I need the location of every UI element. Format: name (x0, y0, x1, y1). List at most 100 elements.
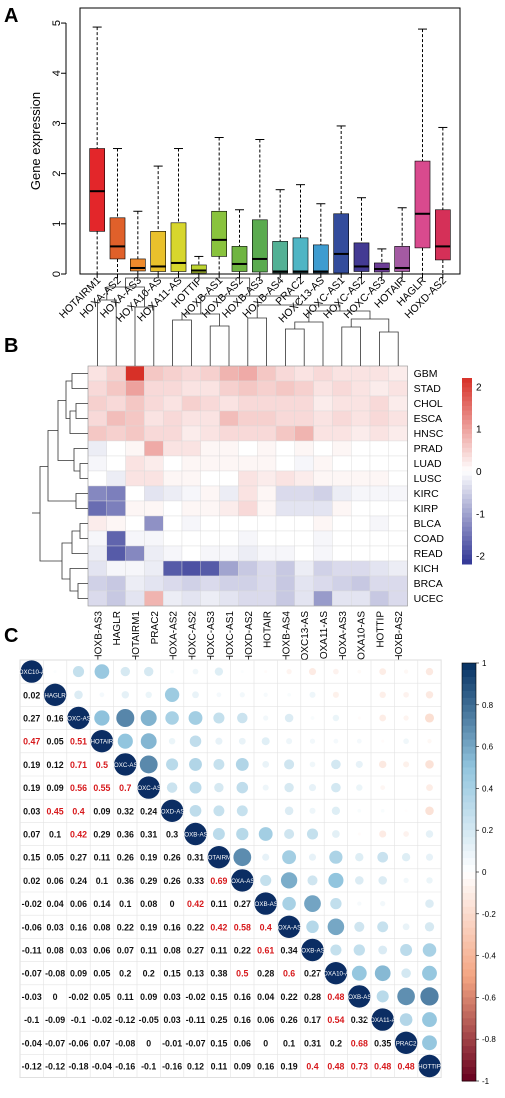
box-hoxa-as3 (130, 258, 146, 272)
column-dendrogram-branch (172, 319, 192, 366)
heatmap-panel: GBM STAD CHOL ESCA HNSC PRAD LUAD LUSC KIRC KIRP B… (32, 277, 485, 668)
column-label: HOXA11-AS (319, 611, 330, 667)
heatmap-cell (238, 485, 258, 502)
correlation-value: 0.04 (47, 899, 64, 909)
heatmap-cell (219, 380, 239, 397)
correlation-circle (422, 1012, 437, 1028)
row-label: COAD (414, 533, 445, 545)
correlation-value: 0.45 (47, 806, 64, 816)
correlation-circle (356, 738, 362, 744)
correlation-value: 0.13 (187, 969, 204, 979)
correlation-value: 0.69 (210, 876, 227, 886)
heatmap-cell (181, 425, 201, 442)
correlation-circle (140, 733, 157, 750)
legend-gradient-step (462, 1046, 476, 1054)
correlation-circle (377, 851, 389, 863)
correlation-circle (381, 739, 385, 743)
heatmap-cell (106, 470, 126, 487)
correlation-circle (379, 714, 387, 722)
heatmap-cell (162, 470, 183, 487)
correlation-circle (262, 853, 270, 861)
legend-gradient-step (462, 816, 476, 824)
row-dendrogram-branch (75, 493, 88, 509)
correlation-circle (424, 922, 435, 932)
legend-gradient-step (462, 669, 476, 678)
correlation-circle (233, 848, 252, 867)
correlation-circle (355, 853, 364, 862)
heatmap-cell (162, 455, 183, 472)
legend-gradient-step (462, 503, 472, 509)
heatmap-cell (106, 410, 126, 427)
heatmap-cell (313, 425, 333, 442)
correlation-circle (397, 987, 415, 1006)
heatmap-cell (181, 440, 201, 457)
heatmap-cell (125, 440, 145, 457)
correlation-value: 0.05 (93, 992, 110, 1002)
correlation-value: 0.48 (327, 1062, 344, 1072)
correlation-value: 0.09 (93, 806, 110, 816)
legend-gradient-step (462, 405, 472, 412)
y-tick-label: 0 (51, 271, 63, 277)
y-tick-label: 3 (51, 120, 63, 126)
correlation-value: 0.03 (47, 922, 64, 932)
correlation-circle (357, 669, 362, 674)
diagonal-circle (418, 1054, 441, 1078)
correlation-circle (94, 664, 110, 679)
correlation-value: -0.04 (92, 1062, 112, 1072)
correlation-value: -0.11 (22, 946, 42, 956)
heatmap-cell (294, 530, 314, 547)
correlation-value: 0.2 (330, 1038, 342, 1048)
heatmap-cell (294, 485, 314, 502)
correlation-circle (164, 687, 180, 702)
heatmap-cell (313, 470, 333, 487)
correlation-circle (304, 895, 321, 912)
heatmap-cell (388, 410, 408, 427)
heatmap-cell (388, 515, 408, 532)
correlation-value: -0.1 (71, 1015, 86, 1025)
correlation-circle (306, 920, 319, 934)
correlation-circle (307, 875, 318, 886)
correlation-circle (306, 828, 319, 840)
legend-gradient-step (462, 489, 472, 495)
correlation-value: 0.26 (117, 853, 134, 863)
row-dendrogram-branch (75, 403, 88, 419)
legend-gradient-step (462, 767, 476, 775)
correlation-value: 0.16 (234, 992, 251, 1002)
correlation-value: -0.12 (22, 1062, 42, 1072)
correlation-circle (399, 1013, 413, 1026)
column-label: HOTAIRM1 (131, 611, 142, 662)
correlation-circle (282, 850, 297, 865)
legend-gradient-step (462, 401, 472, 407)
box-hoxb-as4 (272, 241, 288, 274)
correlation-value: 0.22 (187, 922, 204, 932)
correlation-value: 0.05 (93, 969, 110, 979)
correlation-circle (264, 809, 268, 813)
heatmap-cell (87, 425, 107, 442)
heatmap-cell (351, 530, 371, 547)
correlation-value: 0.48 (374, 1062, 391, 1072)
legend-gradient-step (462, 969, 476, 977)
heatmap-cell (332, 530, 352, 547)
heatmap-cell (294, 560, 314, 577)
correlation-value: -0.11 (186, 1015, 206, 1025)
correlation-circle (236, 827, 249, 841)
legend-gradient-step (462, 1004, 476, 1012)
legend-gradient-step (462, 690, 476, 699)
correlation-value: 0.38 (210, 969, 227, 979)
heatmap-cell (162, 380, 183, 397)
correlation-value: 0.22 (117, 922, 134, 932)
row-label: HNSC (414, 428, 444, 440)
variable-label: HOXB-AS1 (180, 832, 212, 839)
correlation-circle (120, 666, 130, 677)
row-label: LUAD (414, 458, 442, 470)
heatmap-cell (125, 560, 145, 577)
heatmap-cell (275, 515, 295, 532)
row-dendrogram-branch (69, 410, 88, 434)
correlation-value: 0.27 (187, 946, 204, 956)
heatmap-cell (181, 410, 201, 427)
correlation-circle (425, 899, 434, 908)
diagonal-circle (67, 706, 90, 730)
heatmap-cell (351, 410, 371, 427)
correlation-value: 0.26 (164, 876, 181, 886)
correlation-circle (94, 710, 110, 726)
